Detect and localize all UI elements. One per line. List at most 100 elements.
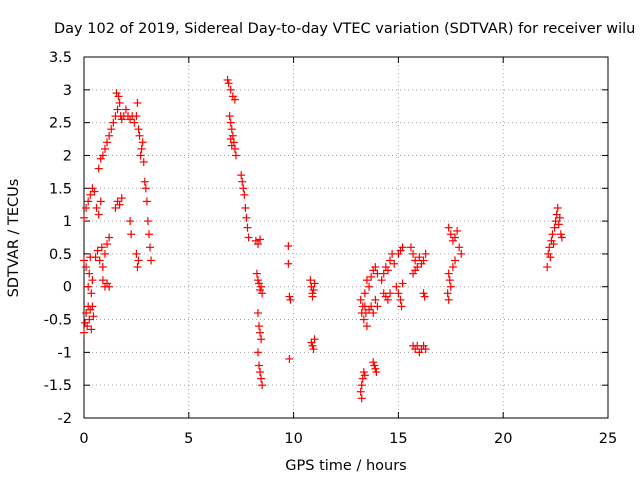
data-point (362, 276, 371, 285)
data-point (80, 213, 88, 222)
data-point (242, 213, 251, 222)
data-point (87, 289, 96, 298)
data-point (130, 118, 139, 127)
data-point (286, 295, 295, 304)
data-point (360, 289, 369, 298)
data-point (137, 144, 146, 153)
data-point (107, 125, 116, 134)
data-point (138, 138, 147, 147)
data-point (143, 217, 152, 226)
data-point (133, 98, 142, 107)
data-point (88, 276, 97, 285)
data-point (96, 197, 105, 206)
data-point (356, 295, 365, 304)
data-point (237, 171, 246, 180)
data-point (87, 325, 96, 334)
data-point (390, 259, 399, 268)
data-point (238, 177, 247, 186)
data-point (409, 249, 418, 258)
data-point (91, 253, 100, 262)
data-point (371, 263, 380, 272)
data-point (308, 292, 317, 301)
data-point (394, 289, 403, 298)
data-point (371, 295, 380, 304)
data-point (113, 105, 122, 114)
data-point (557, 233, 566, 242)
data-point (227, 125, 236, 134)
data-point (253, 276, 262, 285)
data-point (421, 345, 430, 354)
data-markers (80, 75, 566, 403)
data-point (455, 243, 464, 252)
data-point (82, 308, 91, 317)
data-point (443, 289, 452, 298)
y-tick-label: 3.5 (49, 50, 72, 66)
data-point (309, 345, 318, 354)
data-point (93, 246, 102, 255)
data-point (444, 269, 453, 278)
data-point (256, 235, 265, 244)
data-point (309, 286, 318, 295)
data-point (550, 223, 559, 232)
x-axis-label: GPS time / hours (285, 458, 406, 474)
data-point (365, 282, 374, 291)
x-tick-label: 10 (284, 431, 302, 447)
data-point (383, 266, 392, 275)
data-point (111, 203, 120, 212)
data-point (386, 289, 395, 298)
x-tick-label: 5 (184, 431, 193, 447)
data-point (415, 253, 424, 262)
data-point (94, 164, 103, 173)
data-point (398, 243, 407, 252)
data-point (231, 151, 240, 160)
data-point (373, 302, 382, 311)
data-point (308, 341, 317, 350)
data-point (554, 220, 563, 229)
data-point (367, 272, 376, 281)
data-point (127, 230, 136, 239)
data-point (243, 223, 252, 232)
data-point (226, 118, 235, 127)
data-point (252, 269, 261, 278)
y-tick-label: 0 (63, 280, 72, 296)
data-point (406, 243, 415, 252)
data-point (88, 302, 97, 311)
y-tick-label: 2.5 (49, 116, 72, 132)
data-point (357, 394, 366, 403)
data-point (114, 92, 123, 101)
data-point (80, 256, 88, 265)
chart-title: Day 102 of 2019, Sidereal Day-to-day VTE… (54, 21, 635, 37)
data-point (411, 266, 420, 275)
data-point (310, 335, 319, 344)
data-point (98, 276, 107, 285)
data-point (379, 269, 388, 278)
data-point (133, 263, 142, 272)
data-point (115, 200, 124, 209)
data-point (256, 328, 265, 337)
axis-ticks (83, 56, 609, 419)
data-point (546, 253, 555, 262)
y-tick-label: -1 (58, 345, 72, 361)
data-point (356, 387, 365, 396)
data-point (545, 243, 554, 252)
data-point (444, 295, 453, 304)
data-point (84, 197, 93, 206)
x-tick-labels: 0 5 10 15 20 25 (79, 431, 617, 447)
data-point (142, 197, 151, 206)
data-point (357, 381, 366, 390)
data-point (362, 322, 371, 331)
data-point (543, 263, 552, 272)
data-point (134, 256, 143, 265)
data-point (98, 263, 107, 272)
data-point (453, 226, 462, 235)
data-point (117, 194, 126, 203)
data-point (359, 315, 368, 324)
data-point (85, 315, 94, 324)
data-point (103, 138, 112, 147)
data-point (132, 112, 141, 121)
data-point (146, 243, 155, 252)
data-point (115, 98, 124, 107)
data-point (253, 308, 262, 317)
data-point (255, 322, 264, 331)
plot-frame (83, 56, 609, 419)
